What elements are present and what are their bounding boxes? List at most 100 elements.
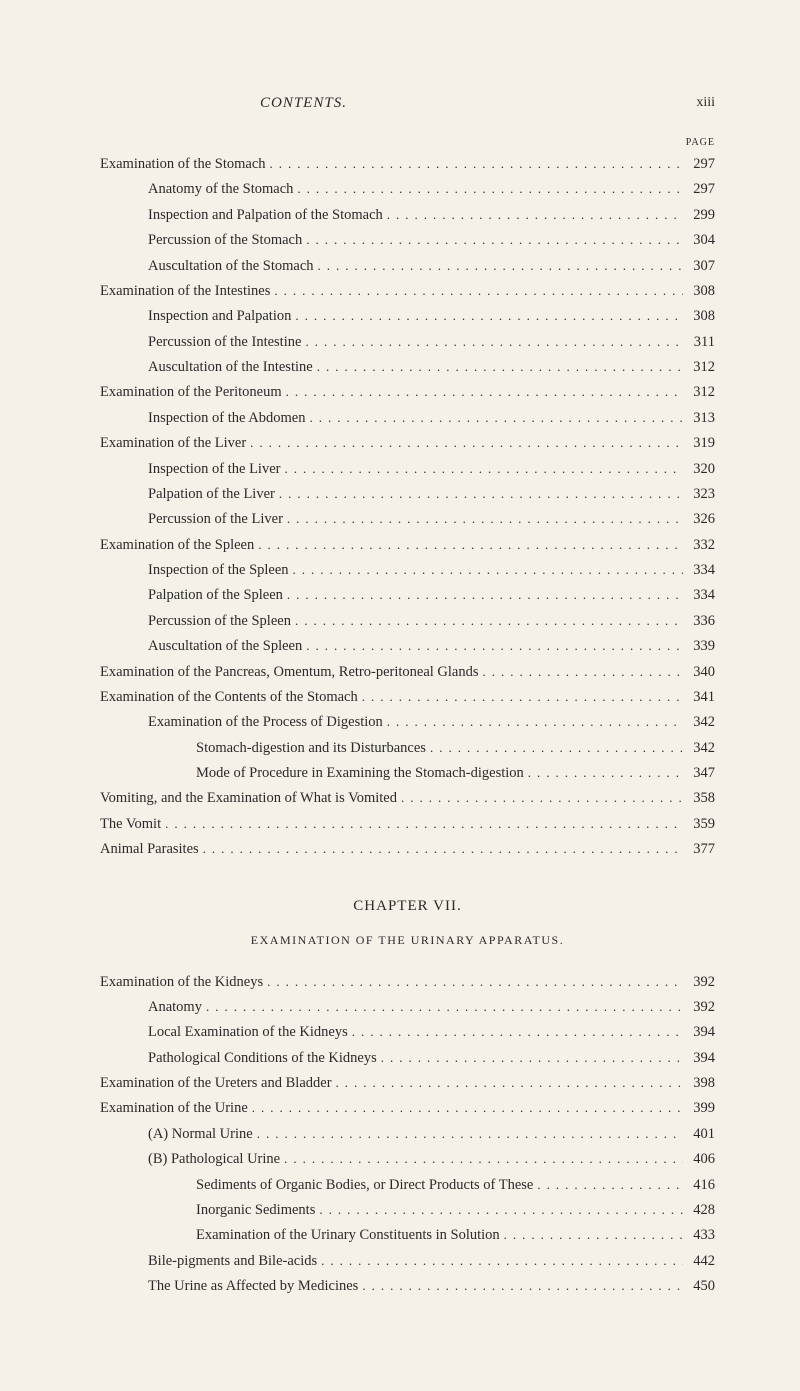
toc-entry-page: 320	[683, 457, 715, 482]
toc-entry-page: 311	[683, 330, 715, 355]
toc-row: Inspection of the Abdomen...............…	[100, 406, 715, 431]
toc-leader-dots: ........................................…	[500, 1224, 683, 1247]
toc-entry-label: Animal Parasites	[100, 837, 199, 862]
toc-row: Examination of the Kidneys..............…	[100, 970, 715, 995]
toc-entry-label: Inspection and Palpation	[148, 304, 291, 329]
toc-entry-label: Examination of the Kidneys	[100, 970, 263, 995]
toc-leader-dots: ........................................…	[253, 1123, 683, 1146]
toc-leader-dots: ........................................…	[280, 1148, 683, 1171]
toc-entry-label: Auscultation of the Spleen	[148, 634, 302, 659]
toc-entry-label: Percussion of the Intestine	[148, 330, 301, 355]
toc-row: Stomach-digestion and its Disturbances..…	[100, 736, 715, 761]
toc-leader-dots: ........................................…	[524, 762, 683, 785]
toc-row: (A) Normal Urine........................…	[100, 1122, 715, 1147]
toc-row: Inspection and Palpation................…	[100, 304, 715, 329]
toc-row: Mode of Procedure in Examining the Stoma…	[100, 761, 715, 786]
toc-entry-label: Local Examination of the Kidneys	[148, 1020, 348, 1045]
toc-leader-dots: ........................................…	[248, 1097, 683, 1120]
toc-leader-dots: ........................................…	[533, 1174, 683, 1197]
toc-row: Percussion of the Stomach...............…	[100, 228, 715, 253]
toc-row: The Vomit...............................…	[100, 812, 715, 837]
toc-entry-label: Sediments of Organic Bodies, or Direct P…	[196, 1173, 533, 1198]
toc-leader-dots: ........................................…	[282, 381, 683, 404]
toc-row: Pathological Conditions of the Kidneys..…	[100, 1046, 715, 1071]
toc-leader-dots: ........................................…	[383, 204, 683, 227]
toc-row: Percussion of the Liver.................…	[100, 507, 715, 532]
toc-leader-dots: ........................................…	[202, 996, 683, 1019]
toc-leader-dots: ........................................…	[301, 331, 683, 354]
toc-entry-page: 308	[683, 304, 715, 329]
toc-row: Examination of the Liver................…	[100, 431, 715, 456]
toc-entry-page: 392	[683, 970, 715, 995]
toc-entry-label: Palpation of the Liver	[148, 482, 275, 507]
toc-entry-label: Palpation of the Spleen	[148, 583, 283, 608]
toc-entry-label: Anatomy	[148, 995, 202, 1020]
toc-entry-page: 313	[683, 406, 715, 431]
toc-row: Percussion of the Intestine.............…	[100, 330, 715, 355]
page-label: PAGE	[100, 137, 715, 148]
toc-entry-page: 450	[683, 1274, 715, 1299]
toc-entry-page: 433	[683, 1223, 715, 1248]
toc-leader-dots: ........................................…	[283, 584, 683, 607]
toc-leader-dots: ........................................…	[313, 356, 683, 379]
toc-leader-dots: ........................................…	[377, 1047, 683, 1070]
toc-entry-page: 442	[683, 1249, 715, 1274]
toc-entry-label: (B) Pathological Urine	[148, 1147, 280, 1172]
toc-entry-page: 377	[683, 837, 715, 862]
toc-section-2: Examination of the Kidneys..............…	[100, 970, 715, 1300]
chapter-heading: CHAPTER VII.	[100, 898, 715, 915]
toc-leader-dots: ........................................…	[293, 178, 683, 201]
toc-leader-dots: ........................................…	[305, 407, 683, 430]
toc-entry-page: 342	[683, 736, 715, 761]
toc-entry-page: 342	[683, 710, 715, 735]
toc-entry-label: Examination of the Contents of the Stoma…	[100, 685, 358, 710]
toc-entry-label: Auscultation of the Stomach	[148, 254, 314, 279]
toc-row: Local Examination of the Kidneys........…	[100, 1020, 715, 1045]
toc-entry-page: 406	[683, 1147, 715, 1172]
toc-entry-page: 297	[683, 177, 715, 202]
toc-entry-page: 339	[683, 634, 715, 659]
toc-leader-dots: ........................................…	[275, 483, 683, 506]
toc-entry-label: Examination of the Ureters and Bladder	[100, 1071, 332, 1096]
toc-entry-page: 299	[683, 203, 715, 228]
toc-row: Examination of the Process of Digestion.…	[100, 710, 715, 735]
toc-entry-label: Percussion of the Spleen	[148, 609, 291, 634]
toc-row: Auscultation of the Stomach.............…	[100, 254, 715, 279]
toc-entry-label: Examination of the Spleen	[100, 533, 254, 558]
toc-leader-dots: ........................................…	[358, 686, 683, 709]
toc-entry-label: The Vomit	[100, 812, 161, 837]
toc-entry-page: 332	[683, 533, 715, 558]
toc-leader-dots: ........................................…	[289, 559, 683, 582]
toc-entry-page: 312	[683, 355, 715, 380]
page-roman: xiii	[696, 95, 715, 112]
toc-entry-page: 358	[683, 786, 715, 811]
toc-entry-label: Anatomy of the Stomach	[148, 177, 293, 202]
toc-entry-label: Examination of the Liver	[100, 431, 246, 456]
toc-row: Inspection of the Spleen................…	[100, 558, 715, 583]
toc-leader-dots: ........................................…	[315, 1199, 683, 1222]
toc-row: Examination of the Stomach..............…	[100, 152, 715, 177]
toc-entry-label: Examination of the Peritoneum	[100, 380, 282, 405]
toc-row: Anatomy.................................…	[100, 995, 715, 1020]
toc-entry-label: Bile-pigments and Bile-acids	[148, 1249, 317, 1274]
toc-leader-dots: ........................................…	[199, 838, 683, 861]
toc-section-1: Examination of the Stomach..............…	[100, 152, 715, 863]
toc-leader-dots: ........................................…	[291, 305, 683, 328]
toc-row: Palpation of the Liver..................…	[100, 482, 715, 507]
toc-entry-page: 359	[683, 812, 715, 837]
toc-entry-label: Examination of the Intestines	[100, 279, 270, 304]
toc-entry-label: The Urine as Affected by Medicines	[148, 1274, 358, 1299]
toc-row: Examination of the Spleen...............…	[100, 533, 715, 558]
toc-row: Vomiting, and the Examination of What is…	[100, 786, 715, 811]
toc-entry-page: 297	[683, 152, 715, 177]
toc-row: Percussion of the Spleen................…	[100, 609, 715, 634]
toc-row: Examination of the Urinary Constituents …	[100, 1223, 715, 1248]
toc-leader-dots: ........................................…	[283, 508, 683, 531]
toc-row: Examination of the Ureters and Bladder..…	[100, 1071, 715, 1096]
header: CONTENTS. xiii	[100, 95, 715, 112]
toc-entry-page: 399	[683, 1096, 715, 1121]
toc-leader-dots: ........................................…	[280, 458, 683, 481]
toc-entry-label: Examination of the Pancreas, Omentum, Re…	[100, 660, 479, 685]
toc-leader-dots: ........................................…	[348, 1021, 683, 1044]
toc-entry-label: Auscultation of the Intestine	[148, 355, 313, 380]
